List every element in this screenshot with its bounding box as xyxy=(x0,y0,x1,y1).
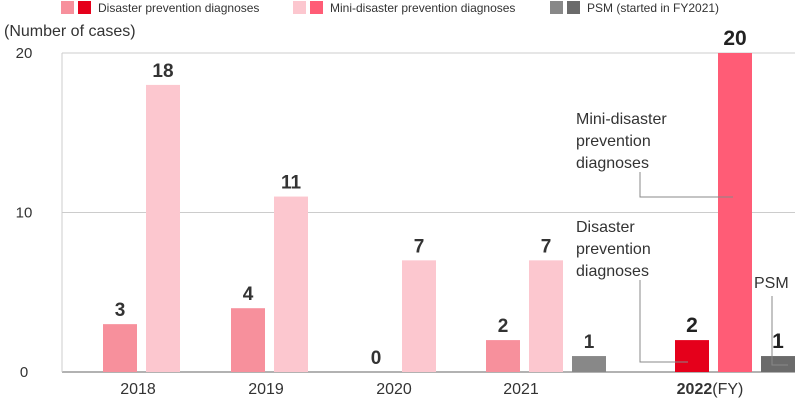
bar xyxy=(146,84,180,373)
annotation-mini: Mini-disaster xyxy=(576,111,667,128)
x-tick-label: 2018 xyxy=(120,381,156,398)
data-label: 7 xyxy=(414,236,425,257)
y-tick-label: 20 xyxy=(16,45,33,62)
legend-label: PSM (started in FY2021) xyxy=(587,1,719,15)
bar xyxy=(572,356,606,372)
x-tick-label: 2021 xyxy=(503,381,539,398)
annotation-mini: prevention xyxy=(576,133,651,150)
annotation-mini: diagnoses xyxy=(576,155,649,172)
y-tick-label: 0 xyxy=(20,364,28,381)
data-label: 0 xyxy=(371,348,382,369)
x-tick-label: 2019 xyxy=(248,381,284,398)
annotation-disaster: diagnoses xyxy=(576,263,649,280)
bar xyxy=(761,356,795,372)
leader-line-disaster xyxy=(639,280,688,363)
y-tick-label: 10 xyxy=(16,205,33,222)
data-label: 11 xyxy=(281,173,302,194)
legend-swatch-light xyxy=(550,1,563,14)
data-label: 18 xyxy=(152,61,173,82)
legend-swatch-dark xyxy=(310,1,323,14)
legend-swatch-dark xyxy=(78,1,91,14)
data-label: 4 xyxy=(243,284,254,305)
legend: Disaster prevention diagnoses Mini-disast… xyxy=(61,1,719,15)
y-axis-label: (Number of cases) xyxy=(4,23,136,40)
bar xyxy=(718,53,752,372)
data-label: 20 xyxy=(723,27,746,50)
bar xyxy=(231,308,265,372)
annotation-disaster: Disaster xyxy=(576,219,635,236)
data-label: 2 xyxy=(686,314,698,337)
bar xyxy=(529,260,563,372)
data-label: 7 xyxy=(541,236,552,257)
data-label: 1 xyxy=(772,330,784,353)
bar xyxy=(675,340,709,372)
bars xyxy=(103,53,795,373)
x-ticks: 2018 2019 2020 2021 2022(FY) xyxy=(120,381,743,398)
annotation-psm: PSM xyxy=(754,275,789,292)
y-ticks: 0 10 20 xyxy=(16,45,33,381)
x-tick-label: 2022(FY) xyxy=(677,381,744,398)
data-label: 3 xyxy=(115,300,126,321)
legend-swatch-dark xyxy=(567,1,580,14)
leader-line-mini xyxy=(639,172,733,198)
bar xyxy=(402,260,436,372)
annotations: Mini-disaster prevention diagnoses Disaster… xyxy=(576,111,789,366)
legend-label: Disaster prevention diagnoses xyxy=(98,1,259,15)
annotation-disaster: prevention xyxy=(576,241,651,258)
data-label: 2 xyxy=(498,316,509,337)
leader-line-psm xyxy=(771,296,788,366)
bar xyxy=(103,324,137,372)
legend-swatch-light xyxy=(61,1,74,14)
data-label: 1 xyxy=(584,332,595,353)
legend-label: Mini-disaster prevention diagnoses xyxy=(330,1,515,15)
x-tick-label: 2020 xyxy=(376,381,412,398)
bar xyxy=(274,196,308,372)
bar xyxy=(486,340,520,372)
legend-swatch-light xyxy=(293,1,306,14)
